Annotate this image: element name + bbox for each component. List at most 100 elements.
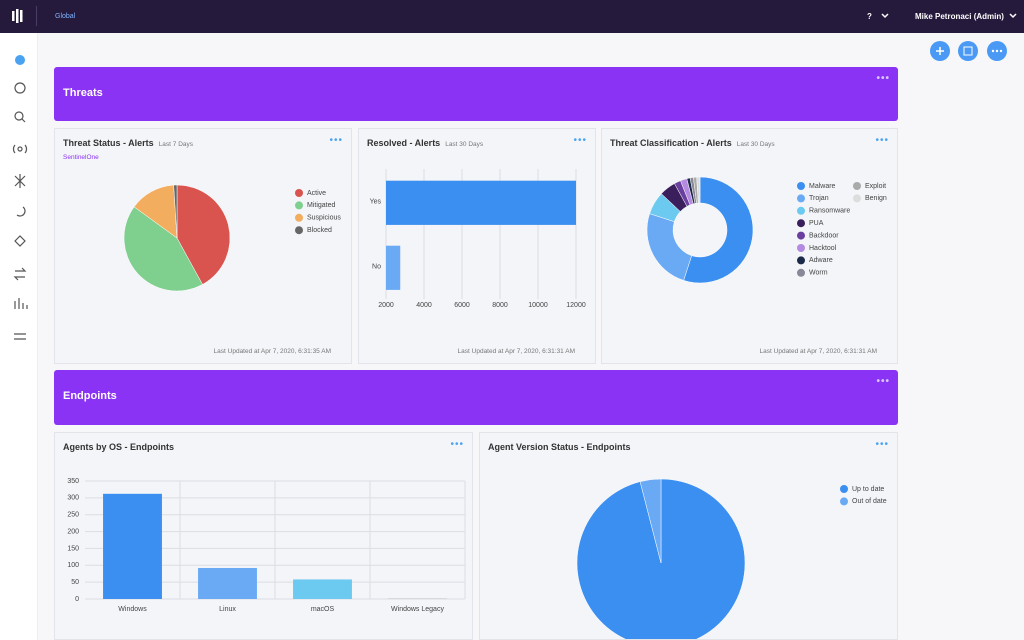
menu[interactable]: ••• — [573, 135, 587, 146]
legend-label: Malware — [809, 183, 836, 190]
x-tick-label: 10000 — [528, 302, 548, 309]
legend-label: Backdoor — [809, 232, 839, 239]
chart: Up to date Out of date — [576, 478, 887, 639]
legend-swatch — [797, 182, 805, 190]
legend-swatch — [840, 485, 848, 493]
x-tick-label: Linux — [219, 606, 236, 613]
x-tick-label: Windows — [118, 606, 147, 613]
legend-label: Mitigated — [307, 202, 336, 209]
widget: Malware Trojan Ransomware PUA Backdoor Hackto… — [601, 128, 898, 364]
chart: 2000 4000 6000 8000 10000 12000 Yes No — [370, 169, 586, 309]
legend-label: Worm — [809, 270, 828, 277]
widget-title: Agent Version Status - Endpoints — [488, 442, 631, 452]
subtitle: Last 30 Days — [445, 141, 484, 148]
menu[interactable]: ••• — [876, 73, 890, 84]
legend-label: Blocked — [307, 227, 332, 234]
legend-label: Active — [307, 190, 326, 197]
legend-swatch — [797, 194, 805, 203]
subtitle: Last 30 Days — [736, 141, 775, 148]
slice — [683, 176, 754, 284]
legend-swatch — [797, 244, 805, 252]
legend-swatch — [840, 497, 848, 506]
x-tick-label: 8000 — [492, 302, 508, 309]
legend-label: Up to date — [852, 486, 884, 493]
menu[interactable]: ••• — [876, 376, 890, 387]
legend-swatch — [797, 256, 805, 265]
title: Threat Classification - Alerts — [610, 138, 732, 148]
slice — [576, 478, 746, 639]
sidebar — [0, 33, 38, 640]
widget-title: Threat Classification - Alerts Last 30 Da… — [610, 138, 775, 148]
legend-label: Trojan — [809, 195, 829, 202]
title: Agents by OS - Endpoints — [63, 442, 175, 452]
updated: Last Updated at Apr 7, 2020, 6:31:31 AM — [759, 348, 877, 355]
legend-swatch — [853, 194, 861, 203]
section-title: Threats — [63, 87, 103, 99]
x-tick-label: 2000 — [378, 302, 394, 309]
subtitle: Last 7 Days — [158, 141, 194, 148]
legend-swatch — [295, 213, 303, 222]
top-bar: Global ? Mike Petronaci (Admin) — [0, 0, 1024, 33]
x-tick-label: 4000 — [416, 302, 432, 309]
logo[interactable] — [10, 8, 26, 24]
chart: 0 50 100 150 200 250 300 350 Windows Linux macOS Wi… — [67, 478, 466, 613]
legend-swatch — [295, 189, 303, 197]
legend-label: Adware — [809, 257, 833, 264]
slice — [123, 206, 203, 292]
chevron[interactable] — [1009, 13, 1017, 19]
help[interactable]: ? — [867, 12, 872, 21]
y-tick-label: 50 — [71, 579, 79, 586]
menu[interactable]: ••• — [875, 439, 889, 450]
y-tick-label: 250 — [67, 512, 79, 519]
legend-swatch — [797, 231, 805, 240]
bar — [388, 598, 447, 599]
y-tick-label: 0 — [75, 596, 79, 603]
legend-label: Benign — [865, 195, 887, 202]
nav-icons[interactable] — [0, 33, 37, 353]
legend-label: PUA — [809, 220, 824, 227]
widget-title: Resolved - Alerts Last 30 Days — [367, 138, 483, 148]
y-tick-label: Yes — [370, 198, 382, 205]
section-banner: Endpoints ••• — [54, 370, 898, 425]
bar — [103, 493, 162, 599]
bar — [386, 245, 401, 290]
x-tick-label: Windows Legacy — [391, 606, 444, 613]
section-title: Endpoints — [63, 390, 117, 402]
widget-title: Threat Status - Alerts Last 7 Days — [63, 138, 193, 148]
legend-swatch — [797, 206, 805, 215]
bar — [386, 180, 576, 225]
updated: Last Updated at Apr 7, 2020, 6:31:35 AM — [213, 348, 331, 355]
y-tick-label: 300 — [67, 495, 79, 502]
legend-swatch — [295, 226, 303, 235]
legend-swatch — [797, 268, 805, 277]
menu[interactable]: ••• — [450, 439, 464, 450]
legend-swatch — [295, 201, 303, 210]
toolbar[interactable] — [928, 40, 1010, 62]
legend-label: Hacktool — [809, 245, 837, 252]
x-tick-label: macOS — [311, 606, 335, 613]
legend-swatch — [797, 219, 805, 228]
widget: Active Mitigated Suspicious Blocked Threat … — [54, 128, 352, 364]
title: Agent Version Status - Endpoints — [488, 442, 631, 452]
slice — [696, 176, 701, 204]
menu[interactable]: ••• — [875, 135, 889, 146]
y-tick-label: No — [372, 263, 381, 270]
chart: Malware Trojan Ransomware PUA Backdoor Hackto… — [646, 176, 887, 284]
chevron[interactable] — [881, 13, 889, 19]
menu[interactable]: ••• — [329, 135, 343, 146]
slice — [173, 184, 178, 239]
chart: Active Mitigated Suspicious Blocked — [123, 184, 341, 292]
legend-swatch — [853, 182, 861, 190]
x-tick-label: 6000 — [454, 302, 470, 309]
scope[interactable]: Global — [55, 13, 76, 20]
y-tick-label: 200 — [67, 528, 79, 535]
y-tick-label: 100 — [67, 562, 79, 569]
title: Resolved - Alerts — [367, 138, 441, 148]
source: SentinelOne — [63, 154, 99, 161]
y-tick-label: 150 — [67, 545, 79, 552]
widget-title: Agents by OS - Endpoints — [63, 442, 174, 452]
updated: Last Updated at Apr 7, 2020, 6:31:31 AM — [457, 348, 575, 355]
widget: 2000 4000 6000 8000 10000 12000 Yes No Resolved… — [358, 128, 596, 364]
user-menu[interactable]: Mike Petronaci (Admin) — [915, 12, 1004, 21]
